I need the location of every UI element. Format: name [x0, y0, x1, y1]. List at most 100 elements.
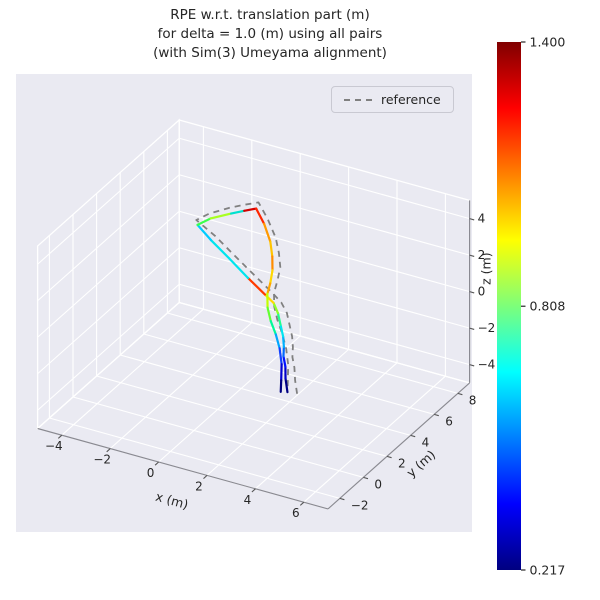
axis-spine	[37, 427, 329, 510]
trajectory-segment	[282, 335, 285, 349]
tick-mark	[363, 476, 369, 480]
plot-title-line-3: (with Sim(3) Umeyama alignment)	[153, 45, 387, 61]
grid-line	[37, 137, 180, 265]
tick-mark	[251, 488, 256, 493]
grid-line	[179, 137, 470, 220]
tick-mark	[469, 254, 475, 257]
plot-title-line-1: RPE w.r.t. translation part (m)	[170, 7, 370, 23]
tick-label: 0	[147, 466, 155, 480]
grid-line	[37, 174, 180, 302]
trajectory-segment	[255, 207, 266, 225]
grid-line	[303, 375, 446, 503]
grid-line	[120, 354, 411, 436]
tick-label: 6	[445, 414, 453, 428]
trajectory-segment	[209, 238, 231, 260]
tick-label: 6	[292, 506, 300, 520]
grid-line	[179, 247, 470, 329]
trajectory-segment	[266, 306, 272, 323]
trajectory-segment	[278, 347, 283, 366]
trajectory-segment	[266, 282, 272, 295]
trajectory-segment	[272, 301, 280, 315]
grid-line	[158, 335, 301, 463]
trajectory-segment	[262, 222, 272, 243]
trajectory-segment	[229, 209, 246, 215]
colorbar-tick-label: 0.217	[530, 563, 566, 578]
plot-title: RPE w.r.t. translation part (m) for delt…	[0, 6, 540, 63]
trajectory-segment	[284, 377, 289, 394]
grid-line	[143, 333, 435, 415]
colorbar-gradient	[497, 42, 521, 570]
trajectory-segment	[196, 223, 213, 242]
estimate-trajectory	[196, 207, 289, 394]
tick-label: −2	[351, 498, 369, 512]
reference-path	[195, 201, 298, 394]
tick-label: 2	[478, 248, 486, 262]
tick-label: 2	[398, 456, 406, 470]
grid-line	[37, 210, 180, 338]
tick-label: 0	[374, 477, 382, 491]
axis-spine	[327, 382, 470, 510]
legend: reference	[331, 86, 454, 113]
trajectory-segment	[246, 276, 267, 296]
colorbar-tick-label: 0.808	[530, 299, 566, 314]
tick-mark	[469, 364, 475, 367]
plot-title-line-2: for delta = 1.0 (m) using all pairs	[157, 26, 383, 42]
grid-line	[109, 322, 253, 450]
tick-label: 2	[195, 479, 203, 493]
grid-line	[179, 283, 470, 366]
grid-line	[179, 210, 470, 293]
trajectory-segment	[276, 311, 282, 326]
tick-label: 4	[422, 435, 430, 449]
tick-mark	[106, 448, 111, 453]
colorbar: 1.400 0.808 0.217	[497, 35, 565, 578]
legend-reference-label: reference	[381, 92, 441, 107]
tick-mark	[434, 413, 439, 417]
tick-mark	[410, 434, 416, 438]
colorbar-tick-label: 1.400	[530, 35, 566, 50]
trajectory-segment	[196, 217, 212, 226]
tick-label: −4	[478, 358, 496, 372]
tick-mark	[299, 501, 305, 506]
grid-line	[37, 283, 180, 411]
trajectory-segment	[279, 323, 285, 338]
tick-label: 4	[478, 212, 486, 226]
grid-line	[96, 375, 388, 457]
tick-mark	[457, 392, 463, 396]
trajectory-segment	[274, 333, 281, 350]
reference-trajectory	[195, 201, 298, 394]
grid-lines	[37, 126, 470, 503]
tick-mark	[386, 455, 392, 459]
grid-line	[179, 174, 470, 256]
pane-edges	[36, 118, 471, 510]
tick-label: −4	[45, 439, 63, 453]
tick-mark	[203, 474, 208, 480]
grid-line	[255, 362, 398, 490]
legend-reference-line-sample	[344, 98, 372, 101]
grid-line	[61, 308, 204, 436]
trajectory-segment	[282, 355, 287, 368]
grid-line	[167, 312, 458, 394]
grid-line	[37, 247, 180, 375]
tick-mark	[469, 291, 475, 294]
axis-ticks: −4 −2 0 2 4 6 −2 0 2 4 6 8 −4 −2 0 2 4	[45, 212, 495, 521]
trajectory-segment	[243, 207, 258, 212]
tick-label: 8	[469, 393, 477, 407]
trajectory-segment	[269, 319, 277, 336]
trajectory-segment	[269, 240, 274, 258]
colorbar-ticks: 1.400 0.808 0.217	[521, 35, 565, 578]
tick-label: −2	[478, 321, 496, 335]
grid-line	[49, 417, 340, 499]
trajectory-segment	[269, 269, 274, 285]
tick-mark	[57, 434, 63, 439]
tick-mark	[154, 461, 159, 466]
axes-3d-area[interactable]	[16, 74, 472, 532]
grid-line	[72, 396, 364, 478]
z-axis-label: z (m)	[479, 252, 494, 284]
tick-label: −2	[93, 453, 111, 467]
tick-mark	[469, 218, 475, 221]
tick-mark	[339, 497, 345, 501]
tick-label: 4	[244, 493, 252, 507]
tick-label: 0	[478, 285, 486, 299]
